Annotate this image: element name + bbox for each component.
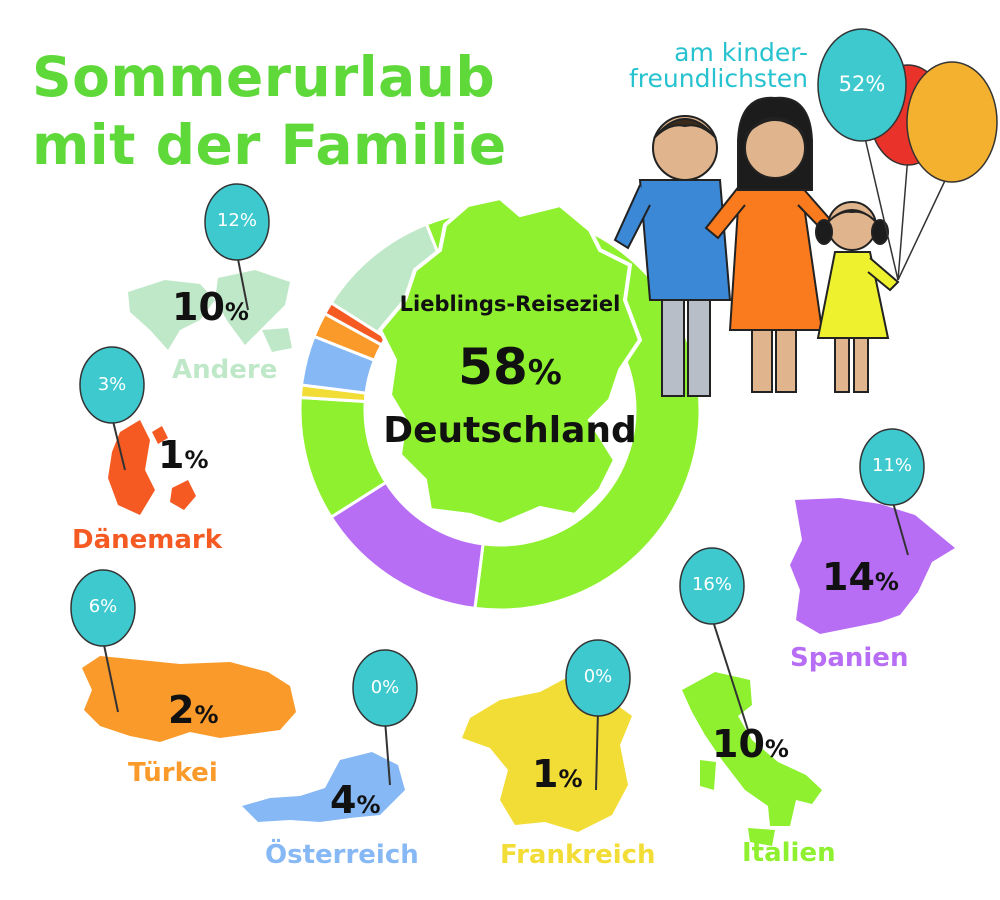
balloon-string-andere <box>236 253 249 311</box>
pct-oesterreich-number: 4 <box>330 778 357 822</box>
pct-frankreich: 1% <box>532 752 583 796</box>
balloon-label-frankreich: 0% <box>583 666 613 687</box>
balloon-label-tuerkei: 6% <box>88 596 118 617</box>
subtitle-line-1: am kinder- <box>674 38 808 67</box>
balloon-label-daenemark: 3% <box>97 374 127 395</box>
denmark-map <box>108 420 196 515</box>
pct-oesterreich: 4% <box>330 778 381 822</box>
balloon-tuerkei <box>70 569 136 647</box>
pct-italien: 10% <box>712 722 789 766</box>
italy-map <box>682 672 822 846</box>
pct-spanien-number: 14 <box>822 555 875 599</box>
center-label: Lieblings-Reiseziel <box>399 292 621 316</box>
turkey-map <box>82 656 296 742</box>
family-illustration <box>613 96 900 397</box>
pct-tuerkei-number: 2 <box>168 688 195 732</box>
balloon-italien <box>679 547 745 625</box>
pct-andere-unit: % <box>224 298 249 326</box>
country-name-spanien: Spanien <box>790 643 909 673</box>
title-line-2: mit der Familie <box>32 113 507 177</box>
pct-daenemark-number: 1 <box>158 433 185 477</box>
balloon-string-daenemark <box>111 416 126 471</box>
balloon-label-italien: 16% <box>691 574 732 595</box>
center-value-unit: % <box>527 353 562 393</box>
balloon-string-oesterreich <box>384 719 391 786</box>
country-name-oesterreich: Österreich <box>265 840 419 870</box>
family-balloons <box>817 28 998 281</box>
country-name-andere: Andere <box>172 355 278 385</box>
country-name-tuerkei: Türkei <box>128 758 218 788</box>
pct-spanien-unit: % <box>874 568 899 596</box>
germany-map <box>377 195 643 528</box>
country-name-italien: Italien <box>742 838 836 868</box>
pct-andere: 10% <box>172 285 249 329</box>
subtitle-line-2: freundlichsten <box>628 64 808 94</box>
center-value: 58% <box>380 338 640 396</box>
balloon-label-oesterreich: 0% <box>370 677 400 698</box>
center-value-number: 58 <box>458 338 528 396</box>
balloon-spanien <box>859 428 925 506</box>
balloon-oesterreich <box>352 649 418 727</box>
balloon-string-spanien <box>891 498 909 556</box>
country-name-frankreich: Frankreich <box>500 840 656 870</box>
pct-spanien: 14% <box>822 555 899 599</box>
balloon-label-spanien: 11% <box>871 455 912 476</box>
balloon-label-andere: 12% <box>216 210 257 231</box>
center-country: Deutschland <box>383 410 637 451</box>
pct-tuerkei-unit: % <box>194 701 219 729</box>
austria-map <box>242 752 405 822</box>
balloon-frankreich <box>565 639 631 717</box>
pct-frankreich-number: 1 <box>532 752 559 796</box>
balloon-daenemark <box>79 346 145 424</box>
country-balloons <box>70 183 925 791</box>
pct-italien-unit: % <box>764 735 789 763</box>
spain-map <box>790 498 955 634</box>
pct-oesterreich-unit: % <box>356 791 381 819</box>
subtitle: am kinder- freundlichsten <box>628 38 808 94</box>
pct-daenemark-unit: % <box>184 446 209 474</box>
country-name-daenemark: Dänemark <box>72 525 223 555</box>
family-balloon-label: 52% <box>838 72 886 96</box>
title-line-1: Sommerurlaub <box>32 45 496 109</box>
world-map <box>128 270 292 352</box>
balloon-andere <box>204 183 270 261</box>
pct-tuerkei: 2% <box>168 688 219 732</box>
pct-frankreich-unit: % <box>558 765 583 793</box>
balloon-string-frankreich <box>595 709 599 791</box>
balloon-string-italien <box>711 617 749 731</box>
pct-daenemark: 1% <box>158 433 209 477</box>
pct-italien-number: 10 <box>712 722 765 766</box>
balloon-string-tuerkei <box>102 639 119 713</box>
pct-andere-number: 10 <box>172 285 225 329</box>
